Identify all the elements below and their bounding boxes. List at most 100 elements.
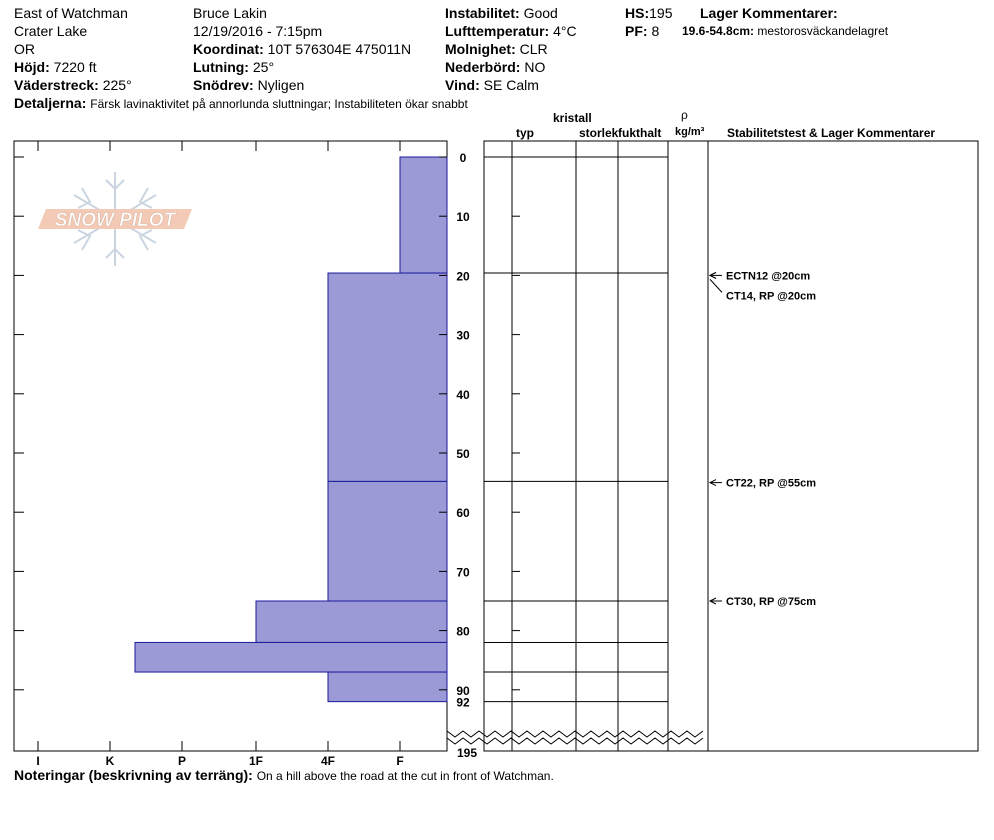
stability-test-arrowhead xyxy=(708,271,717,279)
slope: Lutning: 25° xyxy=(193,58,274,76)
site-name: East of Watchman xyxy=(14,5,128,21)
hardness-tick-label: F xyxy=(396,754,403,768)
layer-comment-range: 19.6-54.8cm: xyxy=(682,24,755,38)
slope-label: Lutning: xyxy=(193,59,249,75)
elevation-value: 7220 ft xyxy=(53,59,97,75)
sky-value: CLR xyxy=(519,41,548,57)
column-size: storlek xyxy=(579,126,619,140)
column-crystal: kristall xyxy=(553,111,592,125)
hs-label: HS: xyxy=(625,5,650,21)
stability-test-arrowhead xyxy=(708,597,717,605)
hardness-tick-label: K xyxy=(106,754,115,768)
hardness-layer-bar xyxy=(255,600,448,643)
stability-tests: ECTN12 @20cm CT14, RP @20cm CT22, RP @55cm… xyxy=(708,270,816,608)
hardness-tick-label: P xyxy=(178,754,186,768)
logo-text: SNOW PILOT xyxy=(55,210,177,231)
hardness-tick-label: 4F xyxy=(321,754,335,768)
notes-label: Noteringar (beskrivning av terräng): xyxy=(14,767,253,783)
coord-label: Koordinat: xyxy=(193,41,264,57)
aspect-value: 225° xyxy=(102,77,132,93)
layer-comments-title: Lager Kommentarer: xyxy=(700,5,838,21)
column-moisture: fukthalt xyxy=(618,126,662,140)
stability-test-arrow xyxy=(709,279,723,293)
layer-table-frame xyxy=(483,140,979,752)
elevation: Höjd: 7220 ft xyxy=(14,58,96,76)
stability-value: Good xyxy=(523,5,558,21)
hardness-tick-label: 1F xyxy=(249,754,263,768)
stability-label: Instabilitet: xyxy=(445,5,520,21)
details-value: Färsk lavinaktivitet på annorlunda slutt… xyxy=(90,97,468,111)
precip-value: NO xyxy=(524,59,546,75)
penetration: PF: 8 xyxy=(625,22,659,40)
hardness-layers xyxy=(134,156,448,703)
wind-loading: Snödrev: Nyligen xyxy=(193,76,304,94)
wind-loading-label: Snödrev: xyxy=(193,77,254,93)
depth-tick-label: 70 xyxy=(456,565,470,579)
depth-bottom-label: 92 xyxy=(456,696,470,710)
wind-label: Vind: xyxy=(445,77,480,93)
sky-label: Molnighet: xyxy=(445,41,516,57)
area-name: Crater Lake xyxy=(14,23,88,39)
snowpilot-logo: SNOW PILOT xyxy=(38,172,192,266)
column-rho: ρ xyxy=(681,108,688,122)
elevation-label: Höjd: xyxy=(14,59,50,75)
notes-value: On a hill above the road at the cut in f… xyxy=(256,769,554,783)
precipitation: Nederbörd: NO xyxy=(445,58,545,76)
aspect-label: Väderstreck: xyxy=(14,77,99,93)
stability: Instabilitet: Good xyxy=(445,4,558,22)
wind-value: SE Calm xyxy=(483,77,539,93)
details: Detaljerna: Färsk lavinaktivitet på anno… xyxy=(14,94,468,113)
column-density-unit: kg/m³ xyxy=(675,126,705,138)
wind: Vind: SE Calm xyxy=(445,76,539,94)
air-temperature: Lufttemperatur: 4°C xyxy=(445,22,577,40)
depth-tick-label: 90 xyxy=(456,684,470,698)
depth-break-mark-lower xyxy=(446,737,704,745)
airtemp-value: 4°C xyxy=(553,23,577,39)
details-label: Detaljerna: xyxy=(14,95,87,111)
column-stability: Stabilitetstest & Lager Kommentarer xyxy=(727,126,936,140)
depth-tick-label: 20 xyxy=(456,269,470,283)
observer: Bruce Lakin xyxy=(193,5,267,21)
coord-value: 10T 576304E 475011N xyxy=(267,41,412,57)
total-depth-label: 195 xyxy=(457,746,477,760)
datetime: 12/19/2016 - 7:15pm xyxy=(193,23,323,39)
sky-cover: Molnighet: CLR xyxy=(445,40,548,58)
snow-height: HS:195 xyxy=(625,4,672,22)
layer-comment: 19.6-54.8cm: mestorosväckandelagret xyxy=(682,22,888,40)
depth-break-mark-upper xyxy=(446,730,704,738)
hardness-tick-label: I xyxy=(36,754,39,768)
hardness-layer-bar xyxy=(327,671,448,703)
layer-comment-text: mestorosväckandelagret xyxy=(757,24,889,38)
depth-tick-label: 0 xyxy=(460,151,467,165)
depth-tick-label: 60 xyxy=(456,506,470,520)
depth-tick-label: 50 xyxy=(456,447,470,461)
state: OR xyxy=(14,41,35,57)
depth-tick-label: 30 xyxy=(456,329,470,343)
airtemp-label: Lufttemperatur: xyxy=(445,23,550,39)
pf-label: PF: xyxy=(625,23,648,39)
hardness-layer-bar xyxy=(399,156,448,274)
aspect: Väderstreck: 225° xyxy=(14,76,132,94)
hardness-layer-bar xyxy=(134,641,448,673)
column-type: typ xyxy=(516,126,534,140)
hardness-layer-bar xyxy=(327,480,448,602)
stability-test-label: ECTN12 @20cm xyxy=(726,270,810,282)
coordinates: Koordinat: 10T 576304E 475011N xyxy=(193,40,411,58)
slope-value: 25° xyxy=(252,59,275,75)
depth-tick-label: 10 xyxy=(456,210,470,224)
pf-value: 8 xyxy=(651,23,660,39)
precip-label: Nederbörd: xyxy=(445,59,521,75)
depth-tick-label: 40 xyxy=(456,388,470,402)
stability-test-arrowhead xyxy=(708,479,717,487)
hs-value: 195 xyxy=(649,5,673,21)
stability-test-label: CT30, RP @75cm xyxy=(726,596,816,608)
hardness-layer-bar xyxy=(327,272,448,482)
terrain-notes: Noteringar (beskrivning av terräng): On … xyxy=(14,766,554,785)
stability-test-label: CT22, RP @55cm xyxy=(726,478,816,490)
logo-banner xyxy=(38,209,192,229)
stability-test-label: CT14, RP @20cm xyxy=(726,290,816,302)
depth-tick-label: 80 xyxy=(456,625,470,639)
wind-loading-value: Nyligen xyxy=(257,77,305,93)
